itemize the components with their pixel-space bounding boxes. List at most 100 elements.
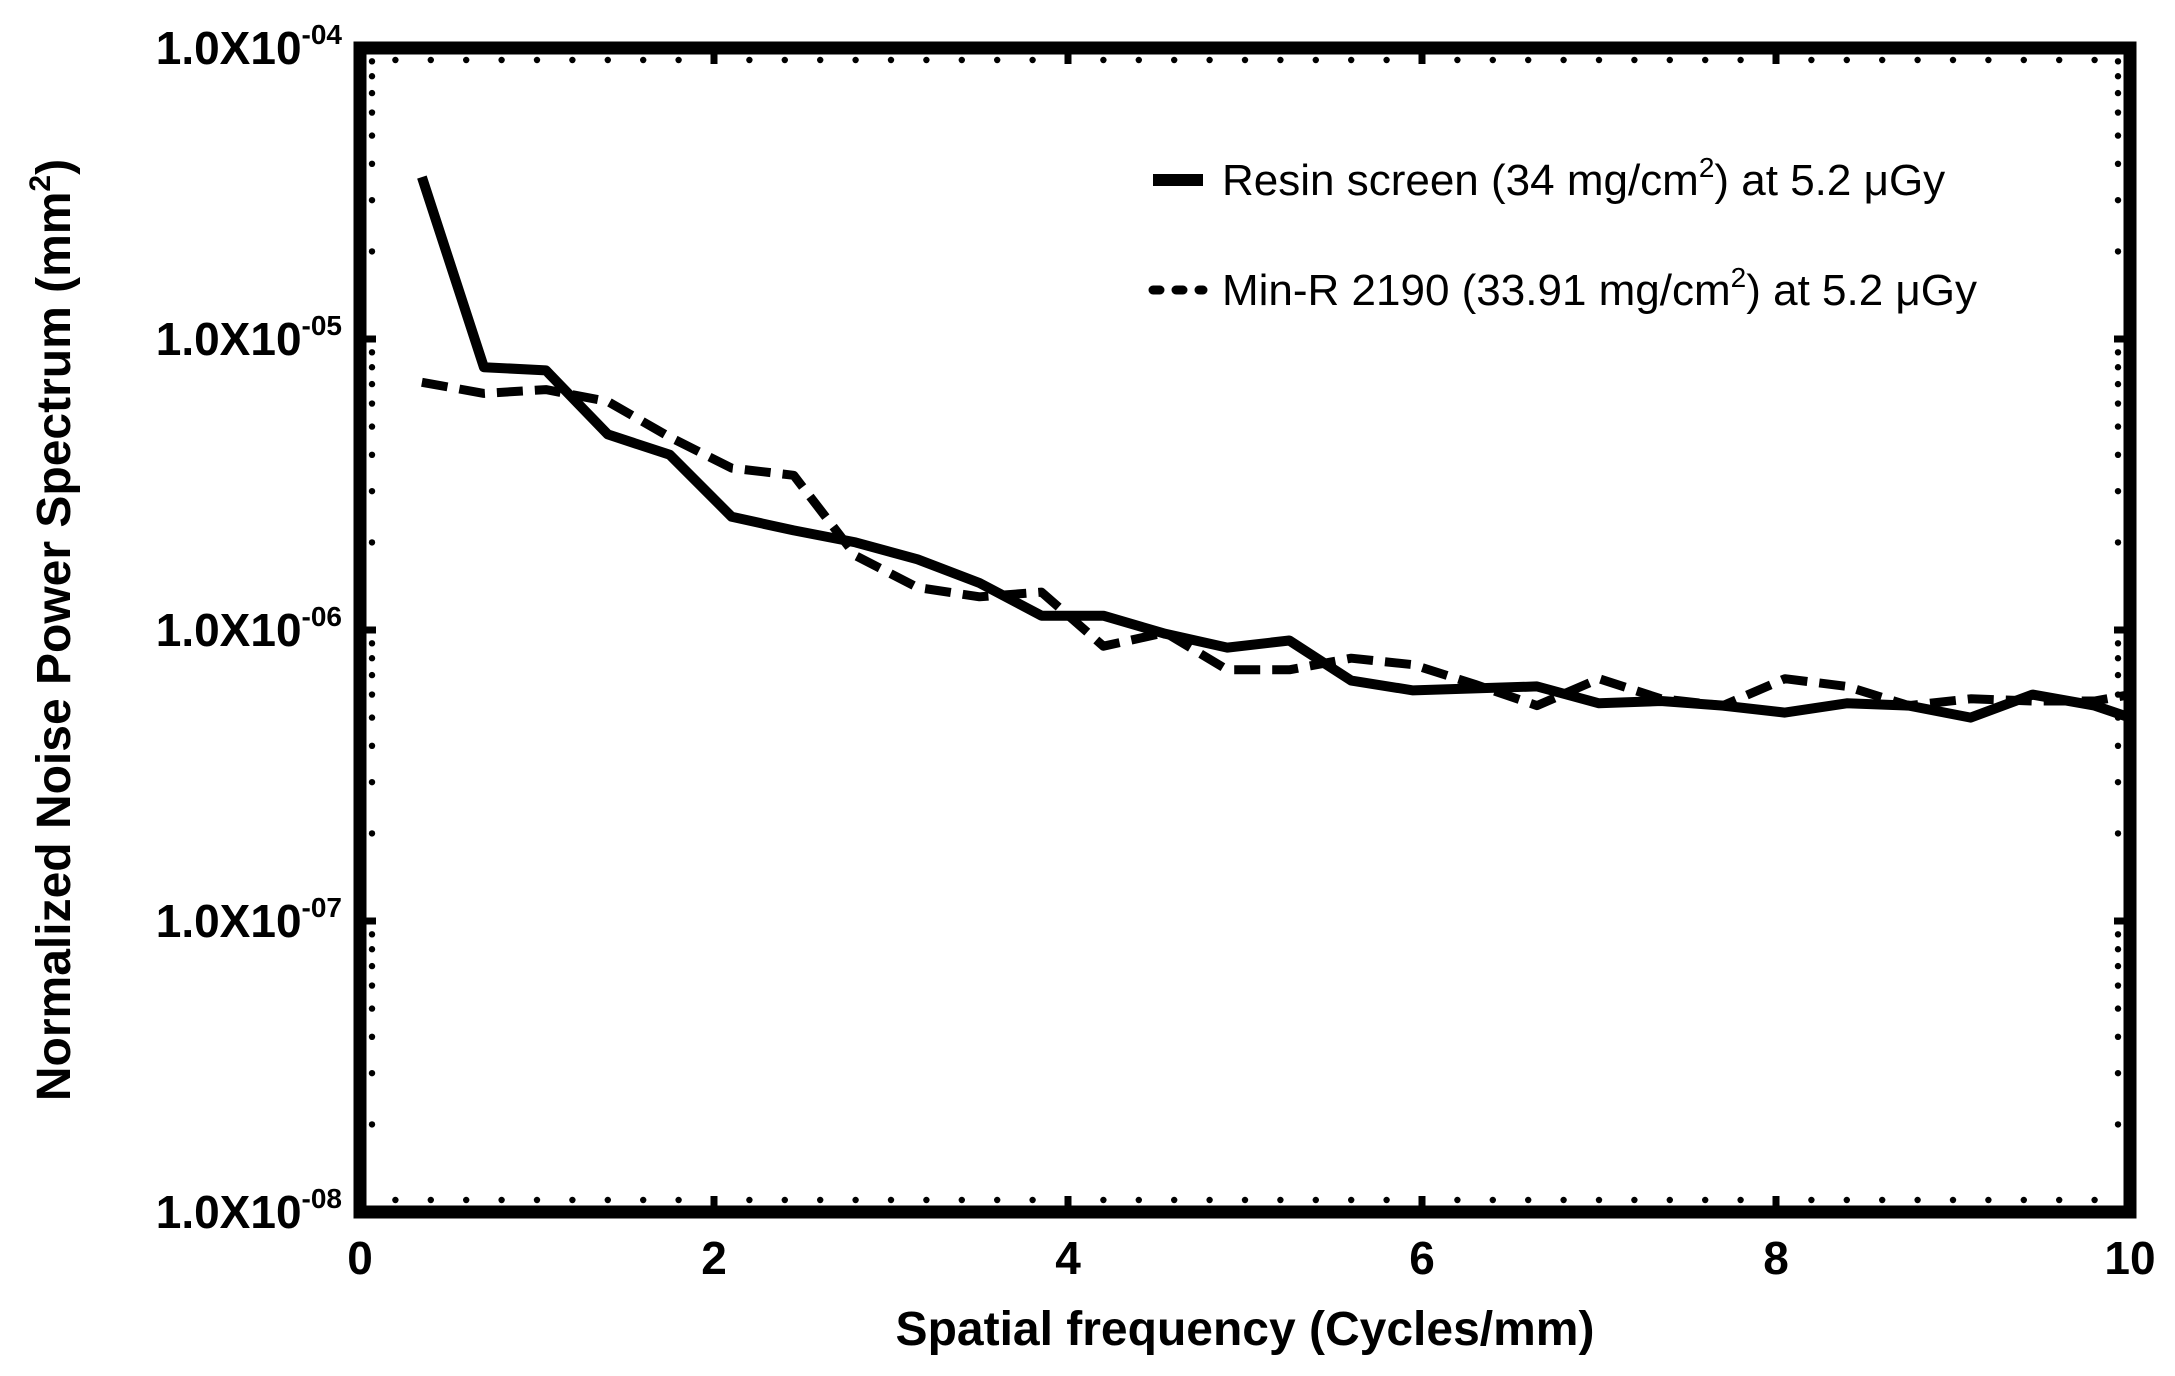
x-minor-tick-bottom <box>1029 1196 1036 1204</box>
legend-label-resin: Resin screen (34 mg/cm2) at 5.2 μGy <box>1222 152 1945 205</box>
y-minor-tick-right <box>2114 487 2122 495</box>
x-minor-tick-bottom <box>533 1196 541 1204</box>
x-minor-tick-bottom <box>1206 1196 1213 1204</box>
y-minor-tick-right <box>2114 1069 2122 1077</box>
x-minor-tick-bottom <box>1383 1196 1390 1204</box>
y-minor-tick-right <box>2114 962 2122 970</box>
x-minor-tick-bottom <box>356 1196 364 1204</box>
y-minor-tick-left <box>368 487 376 495</box>
x-minor-tick-top <box>2056 56 2063 64</box>
x-minor-tick-bottom <box>498 1196 505 1204</box>
x-minor-tick-top <box>1525 56 1532 64</box>
x-minor-tick-bottom <box>710 1196 718 1204</box>
x-minor-tick-top <box>2020 56 2028 64</box>
x-minor-tick-bottom <box>1949 1196 1957 1204</box>
x-minor-tick-top <box>1171 56 1178 64</box>
ticks-layer: 0 2 4 6 8 101.0X10-081.0X10-071.0X10-061.0X10… <box>156 19 2156 1284</box>
series-line-resin-screen <box>417 175 2132 723</box>
x-minor-tick-bottom <box>1843 1196 1851 1204</box>
x-minor-tick-bottom <box>1277 1196 1284 1204</box>
legend: Resin screen (34 mg/cm2) at 5.2 μGy Min-… <box>1148 152 1977 315</box>
y-minor-tick-right <box>2114 248 2122 255</box>
y-minor-tick-left <box>368 830 376 837</box>
y-minor-tick-right <box>2114 132 2122 139</box>
x-minor-tick-bottom <box>2091 1196 2098 1204</box>
x-minor-tick-bottom <box>2056 1196 2063 1204</box>
y-minor-tick-left <box>368 640 376 647</box>
x-minor-tick-bottom <box>392 1196 399 1204</box>
y-minor-tick-left <box>368 1033 376 1041</box>
x-minor-tick-top <box>1560 56 1567 64</box>
x-minor-tick-bottom <box>958 1196 965 1204</box>
y-tick-label-base: 1.0X10 <box>156 22 302 74</box>
legend-label-minr-sup: 2 <box>1731 262 1747 293</box>
x-minor-tick-bottom <box>1171 1196 1178 1204</box>
x-minor-tick-top <box>923 56 930 64</box>
x-minor-tick-bottom <box>1985 1196 1992 1204</box>
y-minor-tick-left <box>368 962 376 970</box>
y-tick-label: 1.0X10-06 <box>156 601 342 656</box>
y-tick-label: 1.0X10-07 <box>156 892 342 947</box>
y-minor-tick-left <box>368 655 376 662</box>
x-minor-tick-bottom <box>2020 1196 2028 1204</box>
y-minor-tick-right <box>2114 742 2122 750</box>
x-minor-tick-top <box>1879 56 1886 64</box>
x-minor-tick-top <box>1029 56 1036 64</box>
y-minor-tick-right <box>2114 714 2122 721</box>
x-minor-tick-bottom <box>463 1196 470 1204</box>
x-minor-tick-bottom <box>1914 1196 1921 1204</box>
y-minor-tick-right <box>2114 423 2122 430</box>
y-tick-label-exp: -04 <box>302 19 343 50</box>
y-minor-tick-right <box>2114 778 2122 786</box>
x-minor-tick-top <box>1666 56 1674 64</box>
x-minor-tick-top <box>710 56 718 64</box>
y-minor-tick-right <box>2114 196 2122 204</box>
y-tick-label: 1.0X10-08 <box>156 1183 342 1238</box>
legend-label-minr-pre: Min-R 2190 (33.91 mg/cm <box>1222 266 1731 315</box>
x-minor-tick-top <box>1914 56 1921 64</box>
x-minor-tick-top <box>604 56 611 64</box>
x-minor-tick-top <box>1064 56 1072 64</box>
y-minor-tick-left <box>368 423 376 430</box>
y-minor-tick-left <box>368 1005 376 1012</box>
x-minor-tick-top <box>958 56 965 64</box>
x-axis-title: Spatial frequency (Cycles/mm) <box>896 1303 1595 1356</box>
y-tick-label-base: 1.0X10 <box>156 1186 302 1238</box>
x-minor-tick-top <box>1135 56 1143 64</box>
x-minor-tick-top <box>427 56 434 64</box>
x-minor-tick-top <box>1985 56 1992 64</box>
x-minor-tick-bottom <box>746 1196 753 1204</box>
x-minor-tick-top <box>994 56 1001 64</box>
x-minor-tick-bottom <box>1135 1196 1143 1204</box>
legend-label-minr-post: ) at 5.2 μGy <box>1746 266 1977 315</box>
x-minor-tick-top <box>640 56 647 64</box>
y-minor-tick-left <box>368 349 376 356</box>
x-minor-tick-bottom <box>2126 1196 2134 1204</box>
y-minor-tick-left <box>368 364 376 371</box>
x-minor-tick-bottom <box>1100 1196 1107 1204</box>
plot-frame <box>353 41 2137 1219</box>
x-tick-label: 4 <box>1055 1232 1081 1284</box>
x-minor-tick-bottom <box>1666 1196 1674 1204</box>
y-minor-tick-left <box>368 58 376 65</box>
y-minor-tick-left <box>368 73 376 80</box>
y-minor-tick-right <box>2114 451 2122 459</box>
y-minor-tick-left <box>368 451 376 459</box>
x-minor-tick-bottom <box>852 1196 859 1204</box>
y-minor-tick-right <box>2114 380 2122 388</box>
x-minor-tick-bottom <box>569 1196 576 1204</box>
x-minor-tick-bottom <box>1595 1196 1603 1204</box>
y-minor-tick-left <box>368 539 376 546</box>
y-minor-tick-left <box>368 196 376 204</box>
y-minor-tick-right <box>2114 160 2122 168</box>
x-minor-tick-top <box>569 56 576 64</box>
x-tick-label: 2 <box>701 1232 727 1284</box>
legend-label-resin-post: ) at 5.2 μGy <box>1714 156 1945 205</box>
y-minor-tick-right <box>2114 671 2122 679</box>
x-minor-tick-bottom <box>1560 1196 1567 1204</box>
x-minor-tick-bottom <box>1879 1196 1886 1204</box>
x-tick-label: 8 <box>1763 1232 1789 1284</box>
x-minor-tick-top <box>1100 56 1107 64</box>
x-tick-label: 10 <box>2104 1232 2155 1284</box>
